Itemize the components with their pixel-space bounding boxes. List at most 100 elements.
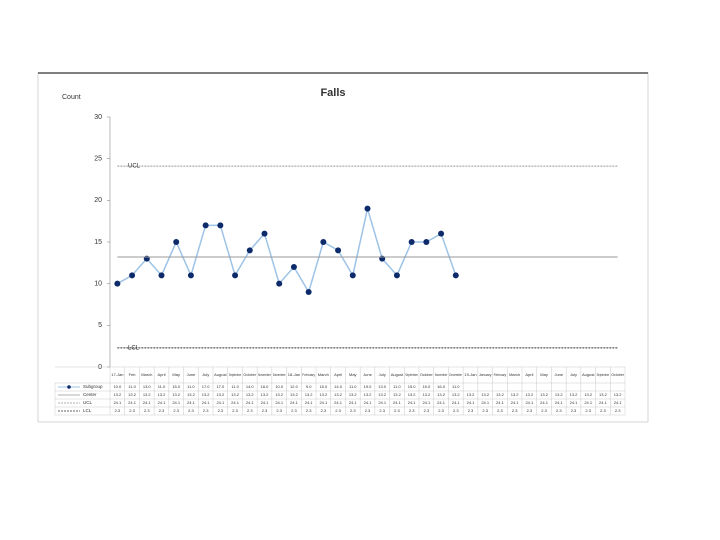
table-value: 2.3: [394, 408, 400, 413]
table-value: 24.1: [570, 400, 579, 405]
x-tick-label: April: [525, 372, 533, 377]
table-value: 13.2: [364, 392, 373, 397]
table-value: 2.3: [188, 408, 194, 413]
table-value: 13.2: [143, 392, 152, 397]
table-value: 24.1: [599, 400, 608, 405]
table-value: 13.2: [305, 392, 314, 397]
table-value: 10.0: [113, 384, 122, 389]
table-value: 13.0: [378, 384, 387, 389]
x-tick-label: 18-Jan: [288, 372, 300, 377]
y-tick-label: 20: [94, 197, 102, 204]
table-value: 13.2: [422, 392, 431, 397]
table-value: 17.0: [216, 384, 225, 389]
table-value: 2.3: [335, 408, 341, 413]
legend-label: Subgroup: [83, 384, 103, 389]
table-value: 15.0: [319, 384, 328, 389]
table-value: 13.2: [452, 392, 461, 397]
table-value: 24.1: [202, 400, 211, 405]
point: [335, 247, 342, 254]
table-value: 2.3: [365, 408, 371, 413]
x-tick-label: Feb: [129, 372, 137, 377]
legend-label: UCL: [83, 400, 92, 405]
point: [408, 239, 415, 245]
table-value: 11.0: [349, 384, 357, 389]
legend-label: Center: [83, 392, 97, 397]
table-value: 2.3: [379, 408, 385, 413]
table-value: 24.1: [525, 400, 534, 405]
table-value: 19.0: [364, 384, 373, 389]
table-value: 9.0: [306, 384, 312, 389]
table-value: 2.3: [600, 408, 606, 413]
table-value: 13.2: [319, 392, 328, 397]
table-value: 13.2: [334, 392, 343, 397]
table-value: 2.3: [232, 408, 238, 413]
table-value: 13.2: [540, 392, 549, 397]
table-value: 24.1: [290, 400, 299, 405]
point: [423, 239, 430, 245]
table-value: 2.3: [144, 408, 150, 413]
table-value: 13.2: [525, 392, 534, 397]
table-value: 16.0: [437, 384, 446, 389]
point: [349, 272, 356, 279]
point: [129, 272, 136, 279]
y-tick-label: 5: [98, 322, 102, 329]
table-value: 2.3: [409, 408, 415, 413]
point: [217, 222, 224, 229]
table-value: 13.2: [393, 392, 402, 397]
x-tick-label: July: [570, 372, 577, 377]
point: [202, 222, 209, 229]
x-tick-label: September: [597, 372, 610, 377]
table-value: 24.1: [511, 400, 520, 405]
table-value: 13.2: [584, 392, 593, 397]
table-value: 13.2: [275, 392, 284, 397]
table-value: 13.2: [261, 392, 270, 397]
table-value: 13.2: [481, 392, 490, 397]
table-value: 2.3: [291, 408, 297, 413]
point: [158, 272, 165, 279]
point: [276, 280, 283, 287]
table-value: 13.2: [158, 392, 167, 397]
table-value: 2.3: [482, 408, 488, 413]
table-value: 11.0: [158, 384, 166, 389]
table-value: 2.3: [218, 408, 224, 413]
point: [246, 247, 253, 254]
table-value: 13.2: [202, 392, 211, 397]
y-tick-label: 10: [94, 281, 102, 288]
table-value: 24.1: [496, 400, 505, 405]
x-tick-label: March: [509, 372, 520, 377]
table-value: 2.3: [424, 408, 430, 413]
table-value: 24.1: [393, 400, 402, 405]
x-tick-label: September: [229, 372, 242, 377]
table-value: 2.3: [203, 408, 209, 413]
table-value: 24.1: [128, 400, 137, 405]
x-tick-label: July: [379, 372, 386, 377]
table-value: 2.3: [571, 408, 577, 413]
table-value: 24.1: [378, 400, 387, 405]
point: [452, 272, 459, 279]
x-tick-label: 17-Jan: [111, 372, 123, 377]
x-tick-label: April: [157, 372, 165, 377]
table-value: 2.3: [615, 408, 621, 413]
table-value: 24.1: [231, 400, 240, 405]
x-tick-label: September: [405, 372, 418, 377]
series-line: [116, 208, 457, 294]
table-value: 24.1: [540, 400, 549, 405]
limit-label: UCL: [128, 164, 141, 170]
table-value: 24.1: [584, 400, 593, 405]
table-value: 2.3: [262, 408, 268, 413]
table-value: 13.2: [496, 392, 505, 397]
table-value: 24.1: [319, 400, 328, 405]
table-value: 24.1: [143, 400, 152, 405]
table-value: 24.1: [246, 400, 255, 405]
point: [232, 272, 239, 279]
table-value: 16.0: [261, 384, 270, 389]
table-value: 2.3: [159, 408, 165, 413]
table-value: 17.0: [202, 384, 211, 389]
table-value: 13.2: [231, 392, 240, 397]
table-value: 13.2: [172, 392, 181, 397]
table-value: 2.3: [585, 408, 591, 413]
table-value: 2.3: [438, 408, 444, 413]
table-value: 11.0: [187, 384, 195, 389]
table-value: 11.0: [231, 384, 239, 389]
table-value: 2.3: [247, 408, 253, 413]
